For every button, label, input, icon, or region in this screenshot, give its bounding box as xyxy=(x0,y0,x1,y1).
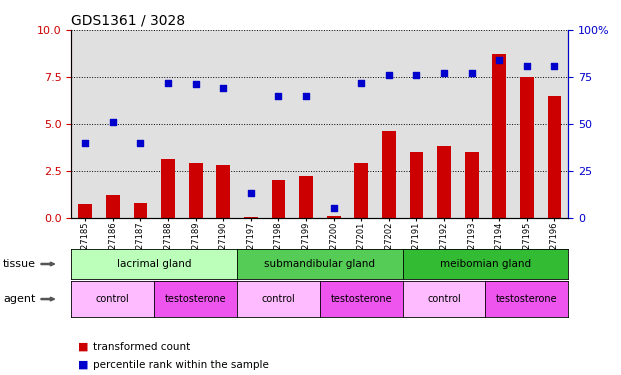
Text: ■: ■ xyxy=(78,342,88,352)
Bar xyxy=(71,30,99,217)
Point xyxy=(246,190,256,196)
Bar xyxy=(465,152,479,217)
Bar xyxy=(292,30,320,217)
Bar xyxy=(492,54,506,217)
Bar xyxy=(237,30,265,217)
Bar xyxy=(161,159,175,218)
Text: testosterone: testosterone xyxy=(165,294,227,304)
Bar xyxy=(189,163,202,218)
Bar xyxy=(541,30,568,217)
Bar xyxy=(375,30,402,217)
Text: GDS1361 / 3028: GDS1361 / 3028 xyxy=(71,13,186,27)
Bar xyxy=(134,202,147,217)
Bar xyxy=(106,195,120,217)
Text: control: control xyxy=(261,294,296,304)
Text: control: control xyxy=(427,294,461,304)
Point xyxy=(80,140,90,146)
Bar xyxy=(513,30,541,217)
Point xyxy=(301,93,311,99)
Point xyxy=(439,70,449,76)
Bar xyxy=(458,30,486,217)
Bar xyxy=(430,30,458,217)
Point xyxy=(329,205,338,211)
Bar xyxy=(299,176,313,218)
Point xyxy=(550,63,560,69)
Bar xyxy=(99,30,127,217)
Bar xyxy=(382,131,396,218)
Bar xyxy=(520,77,533,218)
Bar xyxy=(402,30,430,217)
Bar xyxy=(271,180,285,218)
Bar xyxy=(548,96,561,218)
Bar xyxy=(327,216,340,217)
Text: control: control xyxy=(96,294,130,304)
Bar xyxy=(320,30,347,217)
Point xyxy=(494,57,504,63)
Text: testosterone: testosterone xyxy=(330,294,392,304)
Text: submandibular gland: submandibular gland xyxy=(265,259,375,269)
Point xyxy=(466,70,476,76)
Text: meibomian gland: meibomian gland xyxy=(440,259,531,269)
Text: lacrimal gland: lacrimal gland xyxy=(117,259,191,269)
Bar xyxy=(409,152,424,217)
Point xyxy=(356,80,366,86)
Point xyxy=(522,63,532,69)
Text: agent: agent xyxy=(3,294,35,304)
Point xyxy=(108,119,118,125)
Text: tissue: tissue xyxy=(3,259,36,269)
Point xyxy=(273,93,283,99)
Text: percentile rank within the sample: percentile rank within the sample xyxy=(93,360,269,369)
Bar xyxy=(154,30,182,217)
Point xyxy=(163,80,173,86)
Point xyxy=(384,72,394,78)
Bar xyxy=(78,204,92,218)
Bar xyxy=(127,30,154,217)
Text: testosterone: testosterone xyxy=(496,294,558,304)
Point xyxy=(412,72,422,78)
Bar xyxy=(347,30,375,217)
Bar xyxy=(182,30,209,217)
Bar xyxy=(265,30,292,217)
Text: ■: ■ xyxy=(78,360,88,369)
Bar xyxy=(486,30,513,217)
Point xyxy=(191,81,201,87)
Text: transformed count: transformed count xyxy=(93,342,191,352)
Point xyxy=(218,85,228,91)
Bar xyxy=(216,165,230,218)
Bar xyxy=(209,30,237,217)
Bar xyxy=(355,163,368,218)
Point xyxy=(135,140,145,146)
Bar xyxy=(437,146,451,218)
